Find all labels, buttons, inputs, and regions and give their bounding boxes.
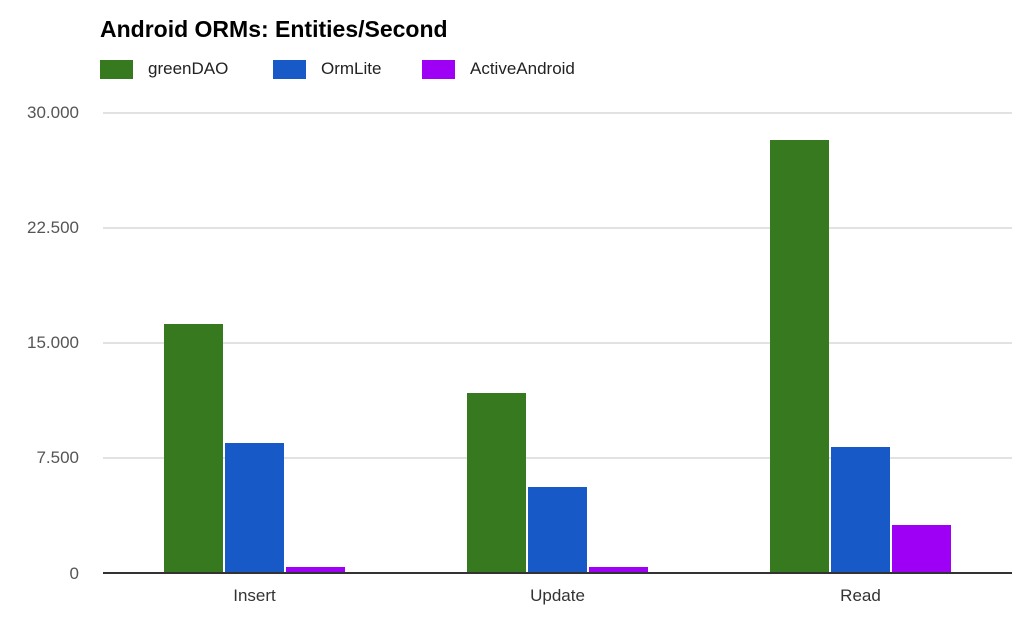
legend-swatch-icon <box>273 59 306 79</box>
legend-swatch-icon <box>422 59 455 79</box>
y-tick-label-30000: 30.000 <box>27 103 79 122</box>
legend-label: greenDAO <box>148 59 229 78</box>
bar-update-ormlite <box>528 487 587 573</box>
legend: greenDAO OrmLite ActiveAndroid <box>0 59 1022 81</box>
bar-read-greendao <box>770 140 829 573</box>
x-label-read: Read <box>840 586 881 605</box>
legend-label: OrmLite <box>321 59 382 78</box>
bar-insert-activeandroid <box>286 567 345 573</box>
bar-read-activeandroid <box>892 525 951 573</box>
bar-insert-greendao <box>164 324 223 573</box>
legend-label: ActiveAndroid <box>470 59 575 78</box>
legend-item-activeandroid: ActiveAndroid <box>422 59 575 79</box>
x-axis-line <box>103 572 1012 574</box>
y-tick-label-0: 0 <box>69 563 79 583</box>
bar-update-activeandroid <box>589 567 648 573</box>
y-tick-label-22500: 22.500 <box>27 218 79 238</box>
legend-swatch-icon <box>100 59 133 79</box>
gridline <box>103 226 1012 229</box>
legend-item-greendao: greenDAO <box>100 59 228 79</box>
bar-read-ormlite <box>831 447 890 573</box>
gridline <box>103 341 1012 344</box>
x-label-insert: Insert <box>233 586 276 605</box>
x-label-update: Update <box>530 586 585 605</box>
bar-insert-ormlite <box>225 442 284 573</box>
gridline <box>103 456 1012 459</box>
bar-update-greendao <box>467 392 526 573</box>
chart-title: Android ORMs: Entities/Second <box>100 16 448 42</box>
legend-item-ormlite: OrmLite <box>273 59 381 79</box>
gridline <box>103 111 1012 114</box>
y-tick-label-7500: 7.500 <box>36 448 79 468</box>
y-tick-label-15000: 15.000 <box>27 333 79 353</box>
